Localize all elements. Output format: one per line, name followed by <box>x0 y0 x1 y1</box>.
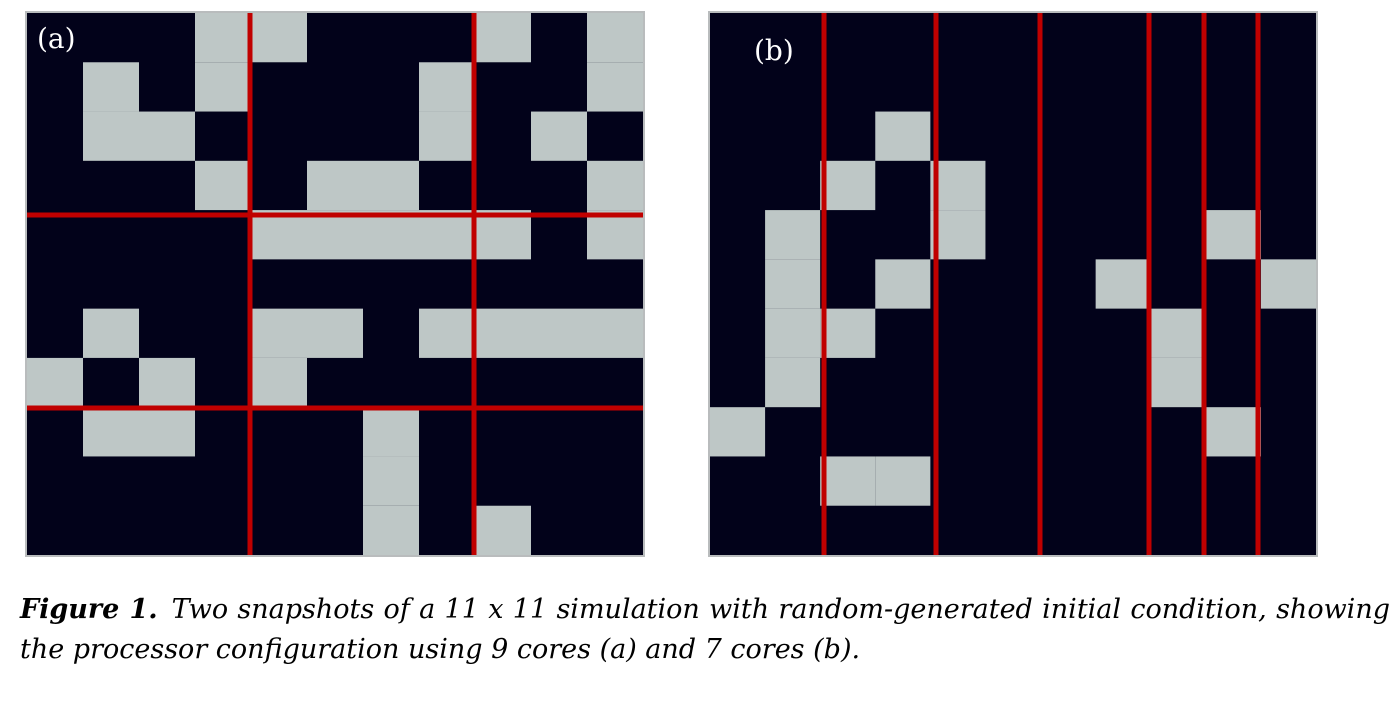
alive-cell <box>1150 357 1206 408</box>
caption-text: Two snapshots of a 11 x 11 simulation wi… <box>20 594 1390 665</box>
alive-cell <box>587 308 643 358</box>
alive-cell <box>475 308 531 358</box>
caption-lead: Figure 1. <box>20 594 158 625</box>
alive-cell <box>875 259 931 309</box>
panel-b-grid: (b) <box>708 11 1318 557</box>
alive-cell <box>139 407 195 457</box>
figure-caption: Figure 1. Two snapshots of a 11 x 11 simu… <box>20 590 1390 670</box>
alive-cell <box>251 13 307 63</box>
alive-cell <box>307 160 363 211</box>
alive-cell <box>363 456 419 506</box>
alive-cell <box>820 308 876 358</box>
grid-a-canvas <box>27 13 643 555</box>
alive-cell <box>363 210 419 260</box>
alive-cell <box>1095 259 1151 309</box>
alive-cell <box>587 62 643 112</box>
grid-b-canvas <box>710 13 1316 555</box>
alive-cell <box>1205 407 1261 457</box>
alive-cell <box>83 62 139 112</box>
alive-cell <box>251 357 307 408</box>
alive-cell <box>820 160 876 211</box>
alive-cell <box>820 456 876 506</box>
alive-cell <box>1150 308 1206 358</box>
alive-cell <box>419 210 475 260</box>
alive-cell <box>587 210 643 260</box>
alive-cell <box>475 13 531 63</box>
alive-cell <box>475 210 531 260</box>
alive-cell <box>419 62 475 112</box>
alive-cell <box>27 357 83 408</box>
alive-cell <box>83 308 139 358</box>
alive-cell <box>531 308 587 358</box>
alive-cell <box>930 210 986 260</box>
alive-cell <box>195 13 251 63</box>
alive-cell <box>765 308 821 358</box>
alive-cell <box>930 160 986 211</box>
alive-cell <box>419 308 475 358</box>
alive-cell <box>587 13 643 63</box>
alive-cell <box>765 357 821 408</box>
panel-a-label: (a) <box>37 22 76 55</box>
panel-a-grid: (a) <box>25 11 645 557</box>
alive-cell <box>363 407 419 457</box>
alive-cell <box>307 210 363 260</box>
alive-cell <box>875 456 931 506</box>
alive-cell <box>307 308 363 358</box>
alive-cell <box>475 505 531 555</box>
alive-cell <box>1260 259 1316 309</box>
alive-cell <box>587 160 643 211</box>
alive-cell <box>83 111 139 161</box>
alive-cell <box>875 111 931 161</box>
alive-cell <box>765 259 821 309</box>
alive-cell <box>531 111 587 161</box>
alive-cell <box>195 62 251 112</box>
alive-cell <box>83 407 139 457</box>
alive-cell <box>710 407 766 457</box>
alive-cell <box>251 308 307 358</box>
alive-cell <box>139 357 195 408</box>
alive-cell <box>139 111 195 161</box>
alive-cell <box>363 160 419 211</box>
alive-cell <box>363 505 419 555</box>
alive-cell <box>195 160 251 211</box>
alive-cell <box>1205 210 1261 260</box>
alive-cell <box>419 111 475 161</box>
alive-cell <box>765 210 821 260</box>
panel-b-label: (b) <box>754 34 794 67</box>
alive-cell <box>251 210 307 260</box>
